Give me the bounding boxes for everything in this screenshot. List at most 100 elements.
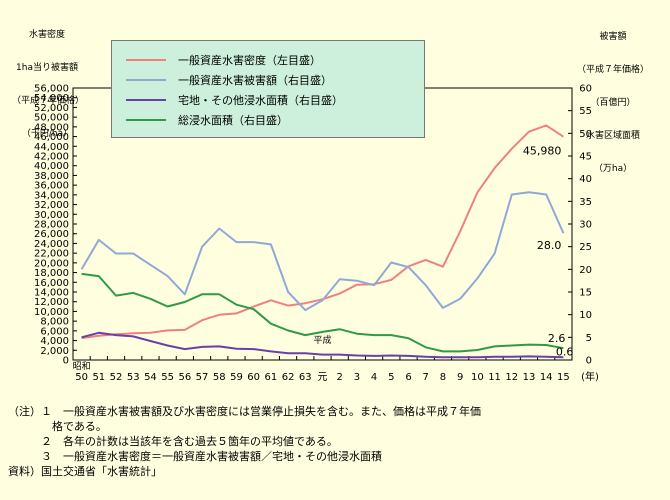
left-axis-title-line: 1ha当り被害額 — [16, 63, 78, 73]
right-axis-title-line: （万ha） — [593, 164, 633, 174]
x-axis-tick-label: 13 — [523, 372, 536, 383]
left-axis-tick-label: 28,000 — [34, 220, 69, 231]
legend-swatch — [126, 99, 166, 101]
footnote-line: 資料）国土交通省「水害統計」 — [8, 465, 162, 478]
left-axis-title-line: （平成７年価格） — [12, 96, 85, 106]
right-axis-tick-label: 30 — [579, 220, 592, 231]
right-axis-tick-label: 45 — [579, 152, 592, 163]
left-axis-tick-label: 24,000 — [34, 239, 69, 250]
legend-label: 宅地・その他浸水面積（右目盛） — [178, 94, 343, 107]
right-axis-tick-label: 15 — [579, 288, 592, 299]
x-axis-tick-label: 8 — [440, 372, 446, 383]
x-axis-era-label: 平成 — [313, 334, 331, 346]
x-axis-tick-label: 5 — [388, 372, 394, 383]
left-axis-tick-label: 26,000 — [34, 229, 69, 240]
left-axis-tick-label: 42,000 — [34, 152, 69, 163]
x-axis-tick-label: 57 — [196, 372, 209, 383]
x-axis-tick-label: 63 — [299, 372, 312, 383]
right-axis-tick-label: 0 — [586, 356, 592, 367]
right-axis-title: 被害額 （平成７年価格） （百億円） 水害区域面積 （万ha） — [568, 10, 658, 186]
legend-item: 一般資産水害被害額（右目盛） — [112, 71, 422, 89]
left-axis-title-line: （千円/ha） — [21, 129, 73, 139]
left-axis-tick-label: 18,000 — [34, 268, 69, 279]
left-axis-tick-label: 30,000 — [34, 210, 69, 221]
left-axis-tick-label: 34,000 — [34, 190, 69, 201]
footnotes: （注）１ 一般資産水害被害額及び水害密度には営業停止損失を含む。また、価格は平成… — [8, 404, 481, 479]
x-axis-tick-label: 12 — [505, 372, 518, 383]
x-axis-tick-label: 55 — [161, 372, 174, 383]
legend-label: 総浸水面積（右目盛） — [178, 114, 288, 127]
x-axis-unit-label: (年) — [581, 370, 599, 383]
legend-label: 一般資産水害被害額（右目盛） — [178, 74, 332, 87]
right-axis-tick-label: 25 — [579, 242, 592, 253]
footnote-line: 格である。 — [8, 420, 107, 433]
footnote-line: ２ 各年の計数は当該年を含む過去５箇年の平均値である。 — [8, 435, 338, 448]
legend: 一般資産水害密度（左目盛） 一般資産水害被害額（右目盛） 宅地・その他浸水面積（… — [111, 40, 425, 138]
x-axis-tick-label: 9 — [457, 372, 463, 383]
left-axis-tick-label: 38,000 — [34, 171, 69, 182]
x-axis-tick-label: 54 — [144, 372, 157, 383]
left-axis-tick-label: 40,000 — [34, 161, 69, 172]
left-axis-title: 水害密度 1ha当り被害額 （平成７年価格） （千円/ha） — [12, 8, 85, 151]
x-axis-tick-label: 2 — [337, 372, 343, 383]
series-line — [80, 191, 565, 312]
left-axis-tick-label: 16,000 — [34, 278, 69, 289]
x-axis-tick-label: 59 — [230, 372, 243, 383]
legend-label: 一般資産水害密度（左目盛） — [178, 54, 321, 67]
right-axis-title-line: 被害額 — [599, 32, 627, 42]
left-axis-tick-label: 36,000 — [34, 181, 69, 192]
legend-item: 総浸水面積（右目盛） — [112, 111, 422, 129]
x-axis-tick-label: 11 — [488, 372, 501, 383]
left-axis-tick-label: 4,000 — [40, 336, 69, 347]
right-axis-title-line: （百億円） — [590, 98, 636, 108]
right-axis-title-line: 水害区域面積 — [585, 131, 640, 141]
series-line — [81, 331, 564, 359]
legend-item: 一般資産水害密度（左目盛） — [112, 51, 422, 69]
left-axis-tick-label: 14,000 — [34, 288, 69, 299]
left-axis-tick-label: 44,000 — [34, 142, 69, 153]
left-axis-tick-label: 52,000 — [34, 103, 69, 114]
x-axis-tick-label: 7 — [423, 372, 429, 383]
x-axis-tick-label: 51 — [92, 372, 105, 383]
right-axis-tick-label: 40 — [579, 174, 592, 185]
data-label: 2.6 — [548, 332, 566, 345]
series-line — [81, 124, 564, 340]
left-axis-tick-label: 32,000 — [34, 200, 69, 211]
x-axis-era-label: 昭和 — [73, 361, 91, 372]
x-axis-tick-label: 56 — [178, 372, 191, 383]
legend-swatch — [126, 79, 166, 81]
x-axis-tick-label: 58 — [213, 372, 226, 383]
legend-swatch — [126, 59, 166, 61]
x-axis-tick-label: 61 — [265, 372, 278, 383]
left-axis-tick-label: 6,000 — [40, 326, 69, 337]
right-axis-tick-label: 35 — [579, 197, 592, 208]
left-axis-tick-label: 0 — [63, 356, 69, 367]
x-axis-tick-label: 6 — [405, 372, 411, 383]
chart: 02,0004,0006,0008,00010,00012,00014,0001… — [34, 84, 599, 384]
data-label: 0.6 — [556, 345, 574, 358]
x-axis-tick-label: 50 — [75, 372, 88, 383]
left-axis-tick-label: 2,000 — [40, 346, 69, 357]
right-axis-tick-label: 5 — [586, 333, 592, 344]
left-axis-tick-label: 54,000 — [34, 93, 69, 104]
legend-swatch — [126, 119, 166, 121]
legend-item: 宅地・その他浸水面積（右目盛） — [112, 91, 422, 109]
x-axis-tick-label: 10 — [471, 372, 484, 383]
right-axis-tick-label: 55 — [579, 106, 592, 117]
left-axis-tick-label: 8,000 — [40, 317, 69, 328]
left-axis-title-line: 水害密度 — [28, 30, 65, 40]
right-axis-title-line: （平成７年価格） — [576, 65, 649, 75]
right-axis-tick-label: 60 — [579, 84, 592, 95]
x-axis-tick-label: 3 — [354, 372, 360, 383]
x-axis-tick-label: 62 — [282, 372, 295, 383]
x-axis-tick-label: 15 — [557, 372, 570, 383]
x-axis-tick-label: 4 — [371, 372, 377, 383]
left-axis-tick-label: 20,000 — [34, 258, 69, 269]
footnote-line: （注）１ 一般資産水害被害額及び水害密度には営業停止損失を含む。また、価格は平成… — [8, 405, 481, 418]
left-axis-tick-label: 22,000 — [34, 249, 69, 260]
x-axis-tick-label: 60 — [247, 372, 260, 383]
series-line — [81, 272, 564, 353]
x-axis-tick-label: 元 — [318, 372, 328, 383]
right-axis-tick-label: 10 — [579, 310, 592, 321]
x-axis-tick-label: 14 — [540, 372, 553, 383]
